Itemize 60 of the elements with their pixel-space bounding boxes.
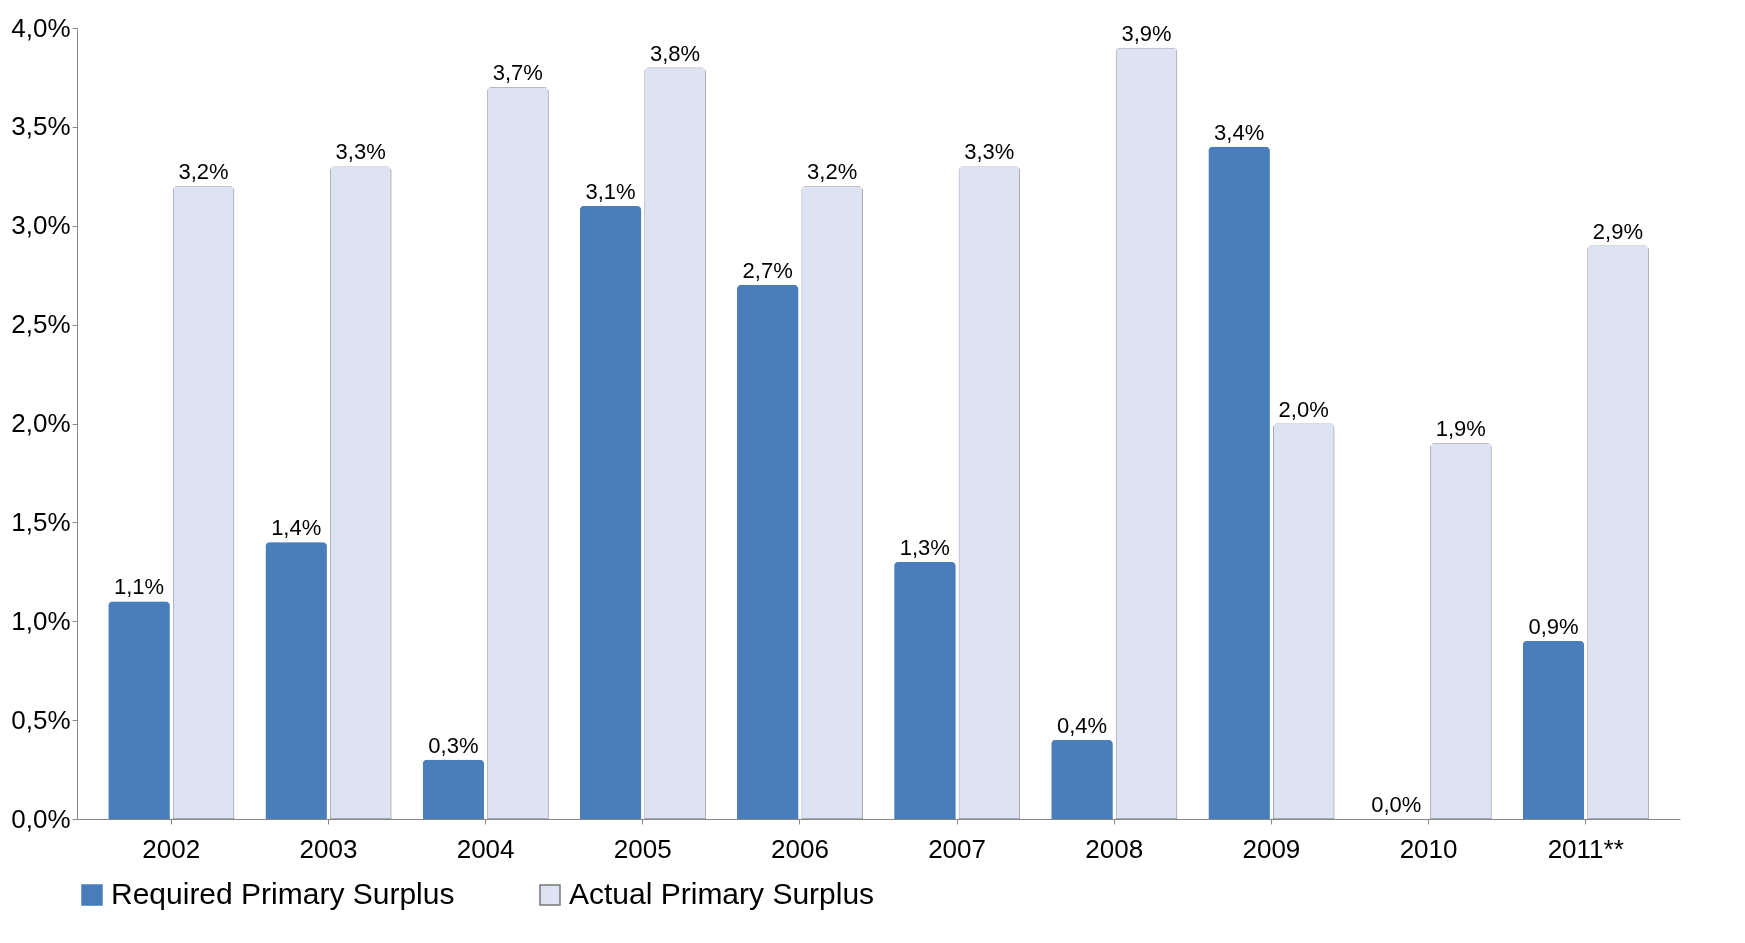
bar bbox=[1522, 641, 1585, 819]
x-tick-label: 2003 bbox=[299, 833, 358, 864]
bar bbox=[1587, 245, 1649, 819]
data-label: 0,9% bbox=[1528, 614, 1579, 640]
data-label: 3,8% bbox=[649, 40, 701, 66]
bar bbox=[265, 542, 327, 819]
data-label: 3,3% bbox=[964, 139, 1015, 165]
x-tick-label: 2009 bbox=[1242, 833, 1301, 864]
x-tick-label: 2005 bbox=[613, 833, 672, 864]
bar bbox=[894, 561, 956, 819]
bar bbox=[1051, 739, 1113, 819]
bar bbox=[330, 166, 392, 819]
data-label: 3,7% bbox=[492, 60, 543, 86]
data-label: 2,9% bbox=[1592, 218, 1644, 244]
y-tick-label: 2,5% bbox=[11, 309, 71, 340]
bar bbox=[1430, 443, 1492, 819]
data-label: 3,1% bbox=[585, 178, 636, 204]
y-tick-label: 0,5% bbox=[11, 704, 71, 735]
data-label: 1,3% bbox=[899, 534, 950, 560]
y-tick-label: 2,0% bbox=[11, 408, 71, 438]
y-tick-label: 0,0% bbox=[11, 803, 71, 834]
bar bbox=[108, 601, 170, 819]
data-label: 0,4% bbox=[1056, 712, 1108, 738]
data-label: 3,2% bbox=[178, 159, 229, 185]
bar bbox=[1208, 146, 1270, 819]
data-label: 1,9% bbox=[1435, 416, 1486, 442]
x-tick-label: 2007 bbox=[928, 833, 986, 864]
legend-label: Actual Primary Surplus bbox=[569, 877, 875, 910]
data-label: 3,4% bbox=[1214, 119, 1265, 145]
x-tick-label: 2011** bbox=[1547, 833, 1624, 864]
data-label: 1,4% bbox=[271, 515, 322, 541]
x-tick-label: 2002 bbox=[142, 833, 201, 864]
x-tick-label: 2004 bbox=[456, 833, 515, 864]
y-tick-label: 3,5% bbox=[11, 111, 71, 142]
bar bbox=[958, 166, 1020, 819]
bar bbox=[737, 285, 799, 819]
bar bbox=[172, 186, 235, 819]
data-label: 3,9% bbox=[1121, 20, 1172, 46]
x-tick-label: 2010 bbox=[1399, 833, 1458, 864]
bar bbox=[487, 87, 549, 819]
data-label: 3,2% bbox=[807, 159, 858, 185]
data-label: 2,7% bbox=[742, 258, 793, 284]
y-tick-label: 1,5% bbox=[11, 506, 71, 537]
data-label: 0,0% bbox=[1371, 792, 1422, 817]
bar bbox=[422, 759, 484, 819]
bar bbox=[801, 186, 863, 819]
legend-label: Required Primary Surplus bbox=[111, 877, 455, 910]
y-tick-label: 1,0% bbox=[11, 605, 71, 636]
data-label: 0,3% bbox=[428, 732, 479, 758]
bar bbox=[644, 67, 706, 819]
bar bbox=[1115, 47, 1178, 819]
data-label: 2,0% bbox=[1278, 396, 1329, 422]
data-label: 3,3% bbox=[335, 139, 386, 165]
bar bbox=[1273, 423, 1335, 819]
y-tick-label: 4,0% bbox=[11, 12, 71, 43]
data-label: 1,1% bbox=[113, 574, 165, 600]
y-tick-label: 3,0% bbox=[11, 210, 71, 241]
bar bbox=[579, 205, 642, 819]
x-tick-label: 2006 bbox=[771, 833, 829, 864]
x-tick-label: 2008 bbox=[1085, 833, 1144, 864]
